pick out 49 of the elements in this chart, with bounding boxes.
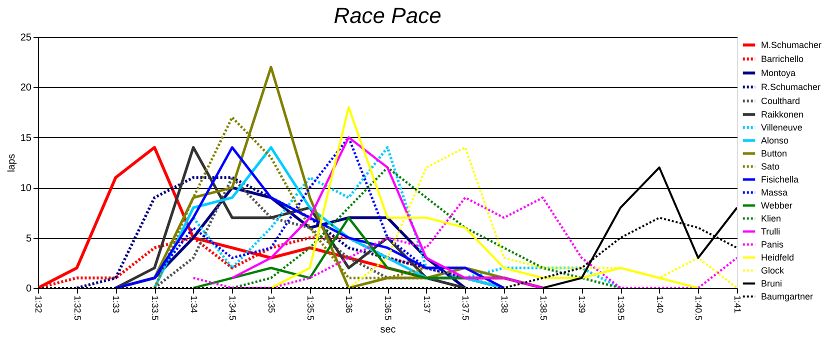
x-tick-label: 1:38.5 [538, 296, 548, 321]
legend-label: Bruni [761, 278, 782, 288]
legend-label: R.Schumacher [761, 82, 821, 92]
legend-label: Panis [761, 240, 784, 250]
legend-label: Massa [761, 188, 788, 198]
legend-label: Fisichella [761, 174, 799, 184]
y-axis-title: laps [6, 154, 18, 172]
legend-label: Klien [761, 214, 782, 224]
x-tick-label: 1:37.5 [460, 296, 471, 321]
x-tick-label: 1:41 [732, 296, 742, 314]
x-tick-label: 1:36 [344, 296, 354, 314]
legend-label: Sato [761, 162, 780, 172]
x-tick-label: 1:38 [500, 296, 510, 314]
legend-label: Heidfeld [761, 252, 794, 262]
legend-label: Baumgartner [761, 292, 814, 302]
y-tick-label: 5 [26, 233, 32, 244]
x-tick-label: 1:33.5 [150, 296, 160, 321]
x-tick-label: 1:36.5 [383, 296, 393, 321]
legend-label: M.Schumacher [761, 40, 822, 50]
legend-label: Alonso [761, 136, 789, 146]
x-tick-label: 1:39 [577, 296, 588, 314]
legend-label: Raikkonen [761, 110, 804, 120]
x-tick-label: 1:39.5 [616, 296, 626, 321]
x-tick-label: 1:37 [422, 296, 432, 314]
x-tick-label: 1:33 [111, 296, 122, 314]
legend-label: Button [761, 148, 788, 158]
x-tick-label: 1:34.5 [228, 296, 238, 321]
x-tick-label: 1:32.5 [72, 296, 82, 321]
x-axis-title: sec [380, 324, 396, 336]
legend-label: Webber [761, 200, 792, 210]
legend-label: Montoya [761, 68, 796, 78]
x-tick-label: 1:40 [654, 296, 665, 314]
x-tick-label: 1:35.5 [305, 296, 316, 321]
y-tick-label: 15 [20, 132, 32, 144]
x-tick-label: 1:32 [34, 296, 44, 314]
line-series [114, 146, 622, 288]
legend-label: Trulli [761, 226, 780, 236]
y-tick-label: 10 [20, 183, 32, 194]
chart-title: Race Pace [334, 3, 442, 28]
y-tick-label: 0 [26, 284, 32, 294]
y-tick-label: 20 [20, 82, 32, 94]
x-tick-label: 1:34 [188, 296, 199, 314]
legend-label: Villeneuve [761, 122, 802, 132]
legend-label: Barrichello [761, 54, 804, 64]
x-tick-label: 1:35 [266, 296, 276, 314]
x-tick-label: 1:40.5 [694, 296, 704, 321]
legend-label: Glock [761, 266, 785, 276]
legend-label: Coulthard [761, 96, 800, 106]
y-tick-label: 25 [20, 32, 32, 44]
